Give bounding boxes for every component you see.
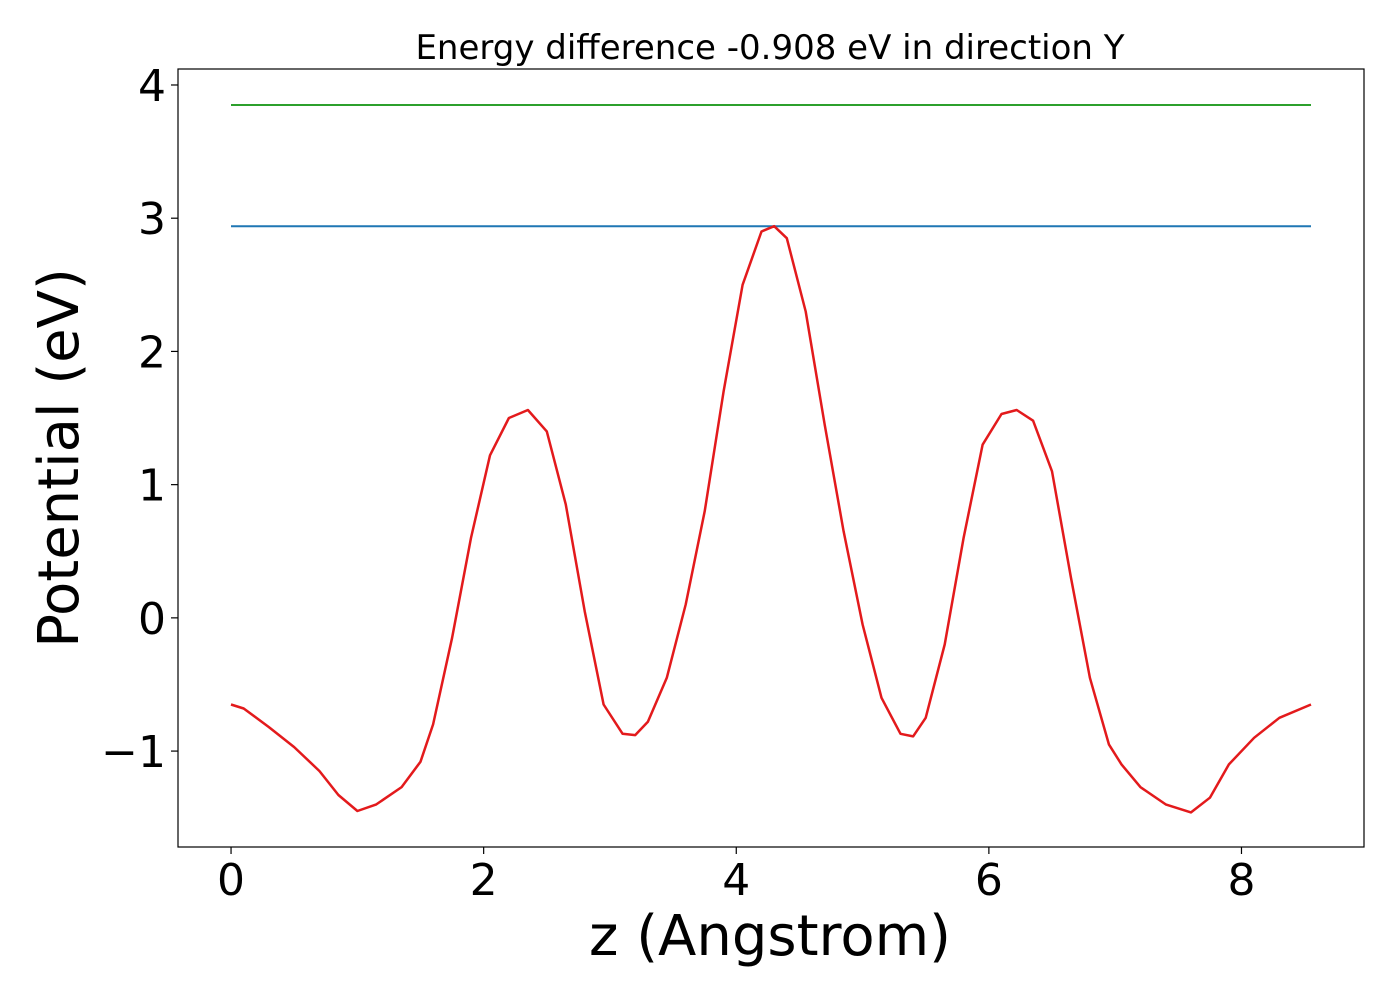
plot-area-frame bbox=[177, 68, 1365, 848]
x-tick-label: 8 bbox=[1227, 855, 1255, 906]
x-axis-ticks: 0 2 4 6 8 bbox=[217, 847, 1255, 906]
y-tick-label: 4 bbox=[138, 61, 166, 112]
x-tick-label: 6 bbox=[975, 855, 1003, 906]
y-axis-label: Potential (eV) bbox=[27, 268, 92, 648]
y-tick-label: 2 bbox=[138, 327, 166, 378]
y-tick-label: −1 bbox=[101, 727, 166, 778]
x-tick-label: 0 bbox=[217, 855, 245, 906]
y-tick-label: 0 bbox=[138, 594, 166, 645]
y-tick-label: 1 bbox=[138, 461, 166, 512]
x-tick-label: 4 bbox=[722, 855, 750, 906]
chart-title: Energy difference -0.908 eV in direction… bbox=[415, 28, 1124, 68]
series-layer bbox=[230, 104, 1312, 814]
x-axis-label: z (Angstrom) bbox=[589, 904, 951, 969]
y-tick-label: 3 bbox=[138, 194, 166, 245]
y-axis-ticks: −1 0 1 2 3 4 bbox=[101, 61, 178, 778]
x-tick-label: 2 bbox=[470, 855, 498, 906]
series-line-3 bbox=[230, 224, 1312, 814]
